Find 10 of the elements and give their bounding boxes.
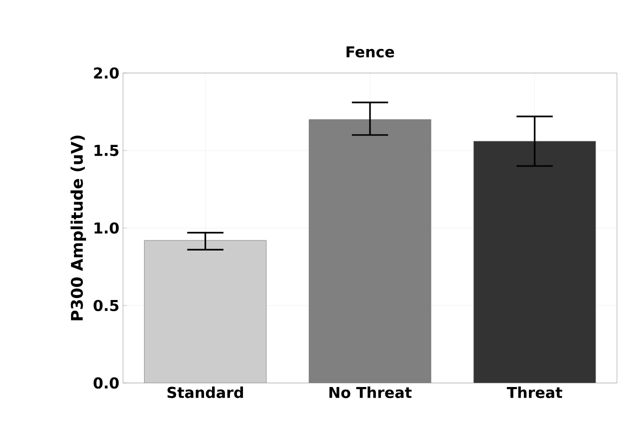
y-axis-title: P300 Amplitude (uV) [70,136,86,320]
x-tick-label: Threat [506,386,562,398]
y-tick-label: 0.0 [94,377,119,389]
y-tick-label: 2.0 [94,67,119,79]
x-tick-label: No Threat [329,386,412,398]
x-tick-label: Standard [168,386,243,398]
chart-title: Fence [346,46,394,58]
y-tick-label: 0.5 [94,300,118,312]
y-tick-label: 1.5 [94,144,118,156]
y-tick-label: 1.0 [94,222,119,234]
